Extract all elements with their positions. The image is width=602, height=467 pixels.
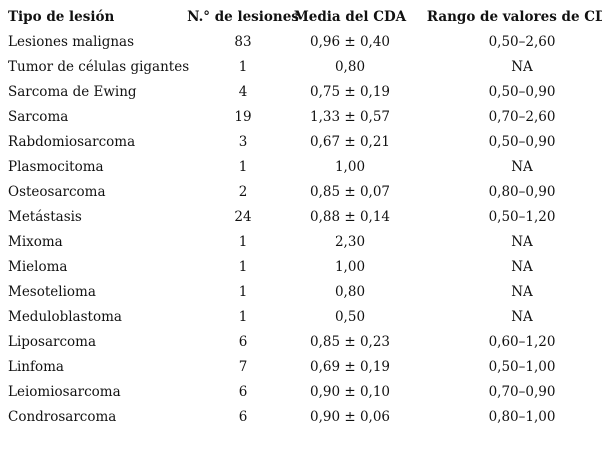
table-cell: Meduloblastoma [8,309,122,325]
table-cell: 0,50–2,60 [488,34,556,50]
table-cell: Mieloma [8,259,68,275]
table-cell: 0,50–1,20 [488,209,556,225]
table-cell: NA [511,159,533,175]
table-cell: 0,85 ± 0,23 [309,334,391,350]
table-cell: 7 [238,359,248,375]
table-cell: Rabdomiosarcoma [8,134,136,150]
table-cell: 1,00 [334,159,366,175]
table-cell: 2 [238,184,248,200]
table-cell: Linfoma [8,359,64,375]
table-cell: NA [511,309,533,325]
table-cell: 0,96 ± 0,40 [309,34,391,50]
table-cell: 1 [238,259,248,275]
table-cell: Sarcoma de Ewing [8,84,137,100]
table-cell: 0,67 ± 0,21 [309,134,391,150]
table-cell: 4 [238,84,248,100]
table-cell: 6 [238,409,248,425]
table-cell: 0,60–1,20 [488,334,556,350]
table-cell: Lesiones malignas [8,34,135,50]
table-cell: 1 [238,309,248,325]
table-cell: 3 [238,134,248,150]
table-cell: NA [511,59,533,75]
table-cell: Metástasis [8,209,82,225]
table-cell: 0,50–0,90 [488,134,556,150]
table-cell: 19 [234,109,252,125]
table-cell: 6 [238,384,248,400]
table-cell: 0,50–0,90 [488,84,556,100]
table-cell: 0,70–0,90 [488,384,556,400]
table-cell: 1,00 [334,259,366,275]
table-cell: NA [511,234,533,250]
table-cell: 1 [238,159,248,175]
header-cell: Rango de valores de CDA [426,9,602,25]
table-cell: Mesotelioma [8,284,96,300]
table-cell: 0,90 ± 0,06 [309,409,391,425]
table-cell: 0,69 ± 0,19 [309,359,391,375]
table-cell: 1,33 ± 0,57 [309,109,391,125]
table-cell: 1 [238,59,248,75]
header-cell: Tipo de lesión [8,9,115,25]
table-cell: Osteosarcoma [8,184,106,200]
header-cell: Media del CDA [293,9,407,25]
table-cell: 0,88 ± 0,14 [309,209,391,225]
table-cell: 0,70–2,60 [488,109,556,125]
table-cell: Tumor de células gigantes [8,59,190,75]
table-cell: Leiomiosarcoma [8,384,121,400]
table-cell: 0,80 [334,59,366,75]
table-cell: Liposarcoma [8,334,97,350]
table-cell: NA [511,284,533,300]
table-cell: 1 [238,284,248,300]
table-cell: Condrosarcoma [8,409,117,425]
table-cell: Sarcoma [8,109,69,125]
table-cell: 0,85 ± 0,07 [309,184,391,200]
table-cell: 2,30 [334,234,366,250]
table-cell: Mixoma [8,234,63,250]
table-cell: 6 [238,334,248,350]
table-cell: 0,50–1,00 [488,359,556,375]
table-cell: 0,80–0,90 [488,184,556,200]
table-cell: 0,90 ± 0,10 [309,384,391,400]
table-cell: Plasmocitoma [8,159,104,175]
table-cell: 0,75 ± 0,19 [309,84,391,100]
table-cell: 0,50 [334,309,366,325]
header-cell: N.° de lesiones [187,9,299,25]
table-cell: 0,80–1,00 [488,409,556,425]
table-cell: 0,80 [334,284,366,300]
table-cell: NA [511,259,533,275]
table-cell: 1 [238,234,248,250]
table-cell: 83 [234,34,252,50]
table-cell: 24 [234,209,252,225]
